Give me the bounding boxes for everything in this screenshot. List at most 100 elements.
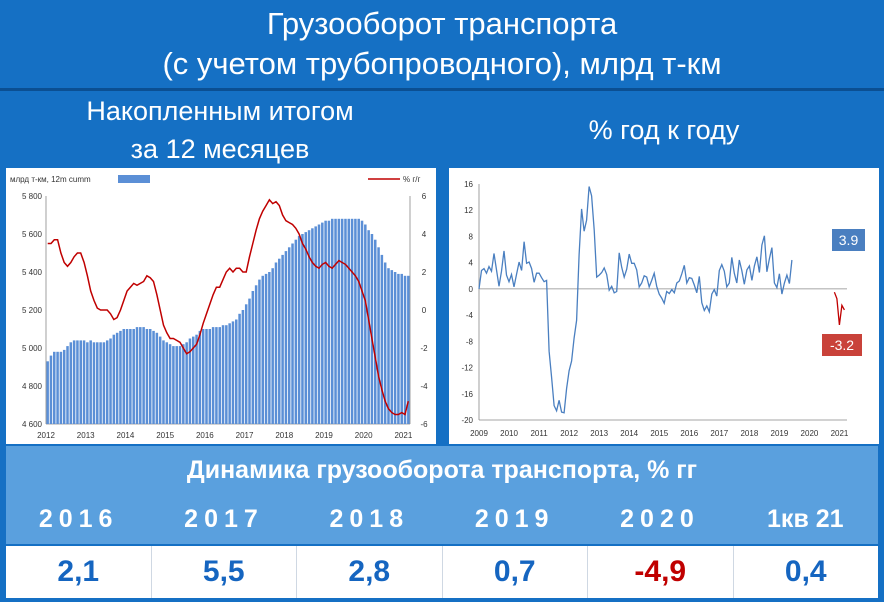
title-band: Грузооборот транспорта (с учетом трубопр… — [0, 0, 884, 88]
cumulative-bar — [393, 272, 397, 424]
annotation-blue-box — [832, 229, 865, 251]
cumulative-bar — [125, 329, 129, 424]
cumulative-bar — [119, 330, 122, 424]
y-left-tick-label: 5 200 — [22, 306, 43, 315]
cumulative-bar — [49, 355, 53, 424]
cumulative-bar — [129, 329, 132, 424]
cumulative-bar — [148, 329, 152, 424]
page-subtitle: (с учетом трубопроводного), млрд т-км — [162, 46, 722, 81]
cumulative-bar — [344, 218, 347, 424]
cumulative-bar — [215, 327, 218, 424]
yoy-chart: 16 12 8 4 0 -4 -8 -12 -16 -20 2009 2010 2011 2012 2013… — [449, 168, 879, 444]
cumulative-bar — [66, 346, 69, 424]
x-tick-label: 2016 — [196, 431, 214, 440]
x-tick-label: 2020 — [355, 431, 373, 440]
cumulative-bar — [155, 332, 159, 424]
cumulative-bar — [261, 275, 264, 424]
yoy-red-line — [833, 291, 845, 325]
value-cell: 5,5 — [150, 546, 297, 598]
cumulative-bar — [198, 330, 202, 424]
y-left-tick-label: 4 600 — [22, 420, 43, 429]
y-tick-label: -12 — [461, 364, 473, 373]
x-tick-label: 2016 — [680, 429, 698, 438]
cumulative-bar — [225, 325, 228, 424]
left-caption-line1: Накопленным итогом — [86, 96, 354, 126]
cumulative-bar — [135, 327, 139, 424]
cumulative-bar — [218, 327, 221, 424]
cumulative-bar — [281, 254, 284, 424]
y-tick-label: 4 — [469, 259, 474, 268]
y-tick-label: -4 — [466, 311, 474, 320]
year-cell: 2016 — [38, 505, 119, 533]
cumulative-bar — [340, 218, 344, 424]
cumulative-bar — [278, 258, 281, 424]
x-tick-label: 2011 — [530, 429, 548, 438]
cumulative-bar — [211, 327, 215, 424]
value-cell: 0,4 — [732, 546, 879, 598]
value-cell: 2,8 — [296, 546, 442, 598]
cumulative-bar — [360, 220, 364, 424]
y-right-tick-label: -4 — [420, 382, 428, 391]
cumulative-bar — [374, 239, 377, 424]
cumulative-bar — [400, 273, 403, 424]
cumulative-bar — [145, 329, 149, 424]
cumulative-bar — [311, 228, 314, 424]
cumulative-chart: млрд т-км, 12m cumm % г/г 4 600 4 800 5 000 5… — [6, 168, 436, 444]
cumulative-bar — [62, 349, 66, 424]
cumulative-bar — [109, 338, 112, 424]
x-tick-label: 2010 — [500, 429, 518, 438]
x-tick-label: 2014 — [620, 429, 638, 438]
cumulative-bar — [69, 342, 73, 424]
cumulative-bar — [301, 234, 304, 424]
cumulative-bar — [327, 220, 331, 424]
cumulative-bar — [287, 247, 291, 424]
cumulative-bar — [152, 330, 155, 424]
right-chart-caption: % год к году — [588, 115, 740, 145]
cumulative-bar — [112, 334, 116, 424]
cumulative-bar — [364, 224, 367, 424]
x-tick-label: 2013 — [77, 431, 95, 440]
y-tick-label: -20 — [461, 416, 473, 425]
year-cell: 2020 — [620, 505, 700, 533]
cumulative-bar — [178, 346, 182, 424]
cumulative-bar — [139, 327, 142, 424]
divider — [0, 88, 884, 91]
cumulative-bar — [297, 235, 301, 424]
x-tick-label: 2013 — [590, 429, 608, 438]
cumulative-bar — [185, 342, 188, 424]
cumulative-bar — [304, 232, 308, 424]
cumulative-bar — [122, 329, 126, 424]
annotation-blue-label: 3.9 — [839, 232, 859, 248]
x-tick-label: 2014 — [117, 431, 135, 440]
cumulative-bar — [370, 234, 374, 424]
year-cell: 2018 — [329, 505, 410, 533]
value-cell: 2,1 — [57, 555, 100, 588]
annotation-red-box — [822, 334, 862, 356]
cumulative-bar — [105, 340, 109, 424]
cumulative-bar — [387, 268, 390, 424]
cumulative-bar — [172, 346, 175, 424]
cumulative-chart-svg: млрд т-км, 12m cumm % г/г 4 600 4 800 5 000 5… — [10, 175, 428, 440]
cumulative-bar — [324, 220, 327, 424]
cumulative-bar — [350, 218, 354, 424]
y-right-tick-label: 6 — [422, 192, 427, 201]
x-tick-label: 2015 — [156, 431, 174, 440]
cumulative-bar — [367, 230, 370, 424]
year-cell: 2019 — [474, 505, 555, 533]
cumulative-bar — [96, 342, 99, 424]
x-tick-label: 2019 — [315, 431, 333, 440]
cumulative-bar — [102, 342, 106, 424]
cumulative-bar — [142, 327, 145, 424]
cumulative-bar — [56, 351, 59, 424]
y-tick-label: 16 — [464, 180, 473, 189]
yoy-blue-line — [478, 186, 793, 414]
cumulative-bar — [337, 218, 341, 424]
left-chart-caption: Накопленным итогом за 12 месяцев — [0, 92, 440, 168]
cumulative-bar — [46, 361, 49, 424]
cumulative-bar — [59, 351, 63, 424]
y-right-tick-label: -6 — [420, 420, 428, 429]
cumulative-bar — [228, 323, 231, 424]
y-right-tick-label: 4 — [422, 230, 427, 239]
cumulative-bar — [208, 329, 212, 424]
x-tick-label: 2012 — [37, 431, 55, 440]
